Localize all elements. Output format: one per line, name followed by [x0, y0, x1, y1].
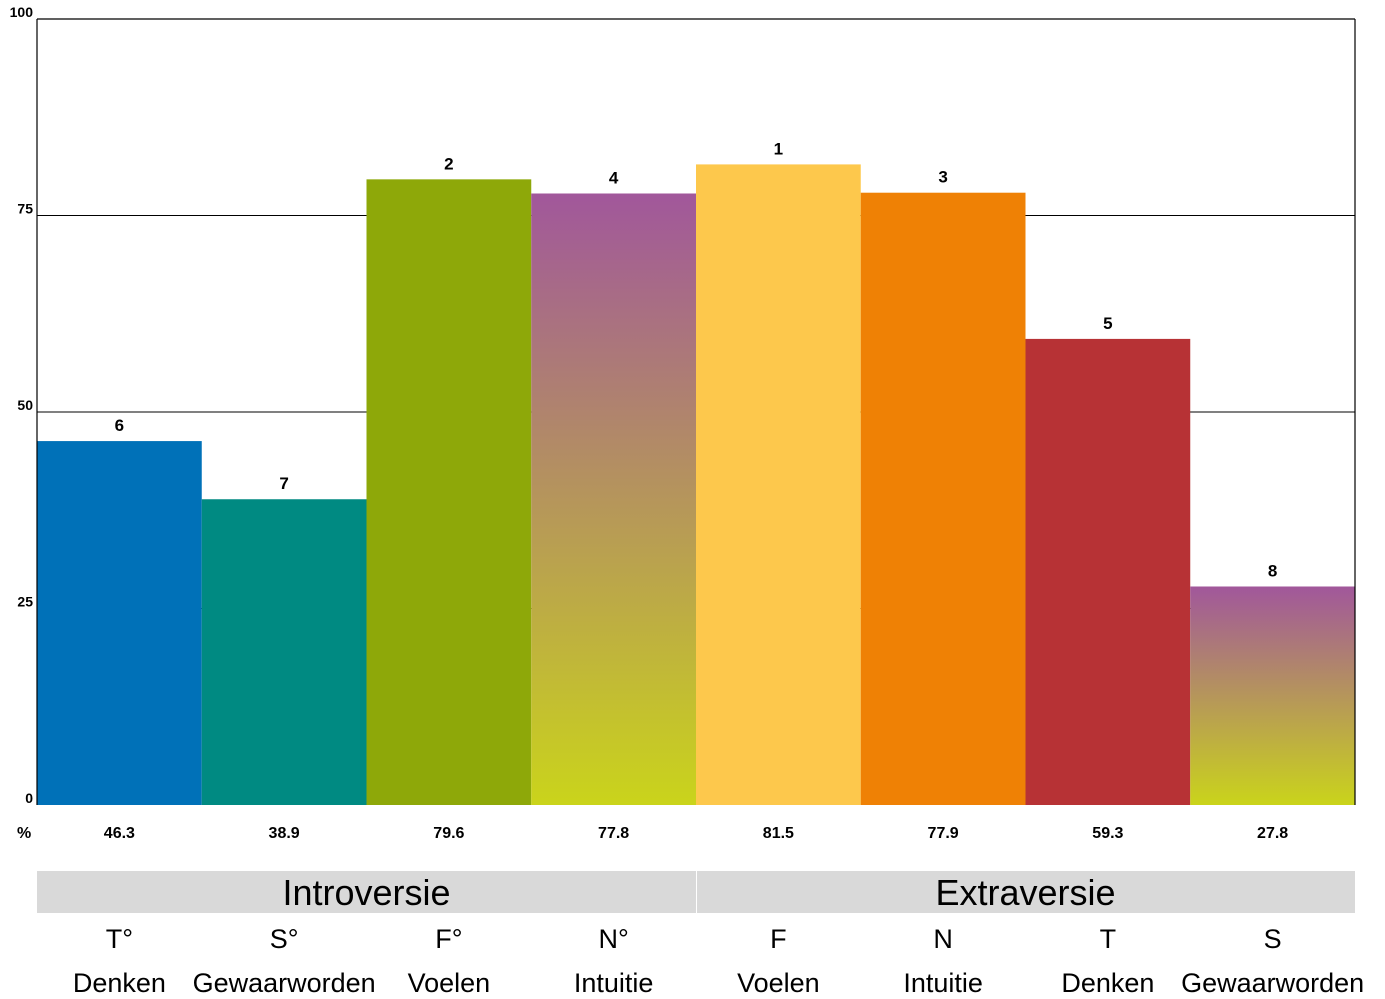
- category-code-4: F: [770, 924, 787, 954]
- bar-6: [1025, 338, 1191, 805]
- group-label-0: Introversie: [282, 872, 450, 913]
- bars: [37, 164, 1355, 805]
- bar-0: [37, 441, 202, 805]
- category-code-1: S°: [270, 924, 299, 954]
- group-band-0: [37, 871, 696, 913]
- category-code-5: N: [933, 924, 953, 954]
- category-name-3: Intuitie: [574, 968, 654, 998]
- bar-1: [201, 499, 367, 805]
- y-tick-label-25: 25: [17, 594, 33, 610]
- bar-2: [366, 179, 532, 805]
- category-name-2: Voelen: [408, 968, 491, 998]
- percent-row: 46.3 38.9 79.6 77.8 81.5 77.9 59.3 27.8%: [17, 825, 1288, 842]
- percent-sign: %: [17, 825, 31, 842]
- rank-label-7: 8: [1268, 561, 1277, 580]
- category-name-0: Denken: [73, 968, 166, 998]
- value-label-5: 77.9: [928, 825, 959, 842]
- category-code-0: T°: [106, 924, 133, 954]
- value-label-4: 81.5: [763, 825, 794, 842]
- bar-5: [860, 192, 1026, 805]
- bar-4: [696, 164, 861, 805]
- bar-7: [1190, 586, 1355, 805]
- y-tick-label-100: 100: [10, 4, 34, 20]
- category-code-7: S: [1264, 924, 1282, 954]
- rank-label-5: 3: [938, 168, 947, 187]
- value-label-3: 77.8: [598, 825, 629, 842]
- category-code-2: F°: [435, 924, 462, 954]
- value-label-2: 79.6: [433, 825, 464, 842]
- value-label-7: 27.8: [1257, 825, 1288, 842]
- rank-labels: 6 7 2 4 1 3 5 8: [115, 139, 1278, 580]
- group-band-1: [697, 871, 1355, 913]
- value-label-1: 38.9: [269, 825, 300, 842]
- value-label-6: 59.3: [1092, 825, 1123, 842]
- rank-label-4: 1: [774, 139, 783, 158]
- category-labels: T° Denken S° Gewaarworden F° Voelen N° Intuitie…: [73, 924, 1364, 998]
- y-axis-ticks: 0 25 50 75 100: [10, 4, 34, 806]
- category-code-6: T: [1100, 924, 1117, 954]
- y-tick-label-75: 75: [17, 201, 33, 217]
- category-name-5: Intuitie: [903, 968, 983, 998]
- y-tick-label-50: 50: [17, 397, 33, 413]
- category-name-4: Voelen: [737, 968, 820, 998]
- category-name-6: Denken: [1061, 968, 1154, 998]
- value-label-0: 46.3: [104, 825, 135, 842]
- rank-label-2: 2: [444, 154, 453, 173]
- group-label-1: Extraversie: [935, 872, 1115, 913]
- bar-3: [531, 193, 696, 805]
- plot-frame: [36, 18, 1356, 805]
- rank-label-6: 5: [1103, 314, 1112, 333]
- category-name-1: Gewaarworden: [193, 968, 376, 998]
- group-bands: Introversie Extraversie: [37, 871, 1355, 913]
- rank-label-3: 4: [609, 168, 619, 187]
- y-tick-label-0: 0: [25, 790, 33, 806]
- category-name-7: Gewaarworden: [1181, 968, 1364, 998]
- category-code-3: N°: [598, 924, 628, 954]
- rank-label-1: 7: [279, 474, 288, 493]
- rank-label-0: 6: [115, 416, 124, 435]
